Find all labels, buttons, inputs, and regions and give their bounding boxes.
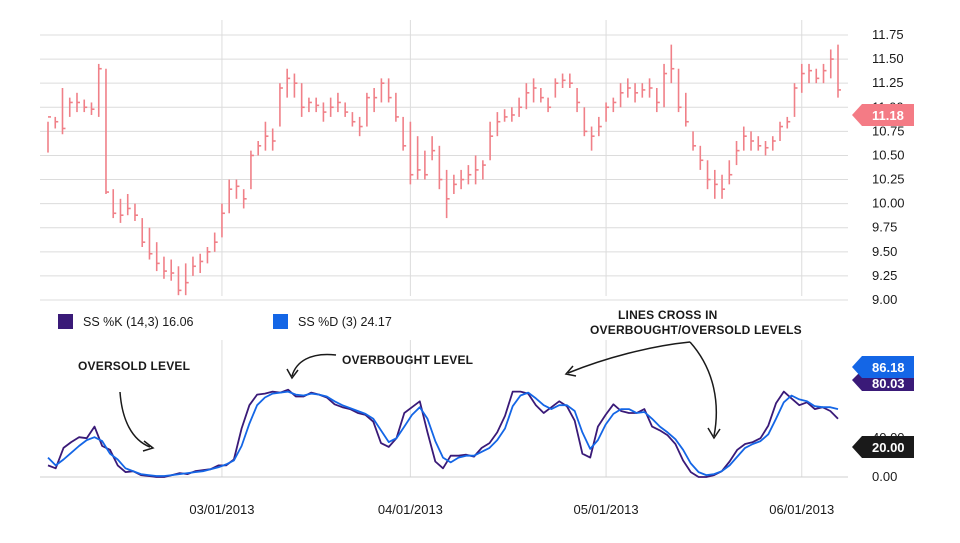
price-tick-label: 9.00	[872, 292, 897, 307]
legend-label-k: SS %K (14,3) 16.06	[83, 315, 194, 329]
d-badge-label: 86.18	[872, 360, 905, 375]
price-tick-label: 10.50	[872, 147, 905, 162]
d-badge: 86.18	[852, 356, 914, 378]
legend-label-d: SS %D (3) 24.17	[298, 315, 392, 329]
level-badge: 20.00	[852, 436, 914, 458]
arrow-overbought	[291, 353, 337, 377]
level-badge-shape	[852, 436, 914, 458]
arrowhead-oversold	[142, 440, 155, 452]
date-axis: 03/01/2013 04/01/2013 05/01/2013 06/01/2013…	[189, 502, 834, 517]
price-badge-label: 11.18	[872, 108, 904, 123]
price-tick-label: 11.75	[872, 27, 904, 42]
k-badge-label: 80.03	[872, 376, 905, 391]
legend-swatch-d	[273, 314, 288, 329]
legend: SS %K (14,3) 16.06 SS %D (3) 24.17	[58, 314, 392, 329]
arrowhead-lines-cross-down	[707, 427, 721, 440]
date-tick-label: 05/01/2013	[574, 502, 639, 517]
price-tick-label: 9.75	[872, 220, 897, 235]
price-tick-label: 9.50	[872, 244, 897, 259]
osc-tick-label: 0.00	[872, 469, 897, 484]
annotation-lines-cross-2: OVERBOUGHT/OVERSOLD LEVELS	[590, 323, 802, 337]
legend-swatch-k	[58, 314, 73, 329]
price-tick-label: 11.25	[872, 75, 904, 90]
arrow-oversold	[119, 391, 151, 448]
annotation-overbought: OVERBOUGHT LEVEL	[342, 353, 473, 367]
d-line	[47, 390, 839, 477]
price-badge-shape	[852, 104, 914, 126]
price-tick-label: 9.25	[872, 268, 897, 283]
annotation-lines-cross-1: LINES CROSS IN	[618, 308, 717, 322]
arrow-lines-cross-left	[567, 341, 691, 374]
annotation-oversold: OVERSOLD LEVEL	[78, 359, 190, 373]
k-line	[47, 388, 839, 478]
arrowhead-overbought	[286, 368, 299, 380]
price-tick-label: 10.25	[872, 172, 905, 187]
price-tick-label: 10.75	[872, 123, 905, 138]
date-tick-label: 04/01/2013	[378, 502, 443, 517]
price-badge: 11.18	[852, 104, 914, 126]
level-badge-label: 20.00	[872, 440, 905, 455]
date-tick-label: 03/01/2013	[189, 502, 254, 517]
annotations: OVERSOLD LEVEL OVERBOUGHT LEVEL LINES CR…	[78, 308, 802, 452]
price-tick-label: 10.00	[872, 196, 905, 211]
oscillator-lines	[47, 388, 839, 478]
arrowhead-lines-cross-left	[564, 365, 577, 377]
grid	[40, 20, 848, 478]
price-tick-label: 11.50	[872, 51, 904, 66]
d-badge-shape	[852, 356, 914, 378]
date-tick-label: 06/01/2013	[769, 502, 834, 517]
price-bars	[47, 44, 841, 296]
arrow-lines-cross-down	[689, 341, 718, 437]
price-axis: 11.7511.5011.2511.0010.7510.5010.2510.00…	[872, 27, 905, 307]
